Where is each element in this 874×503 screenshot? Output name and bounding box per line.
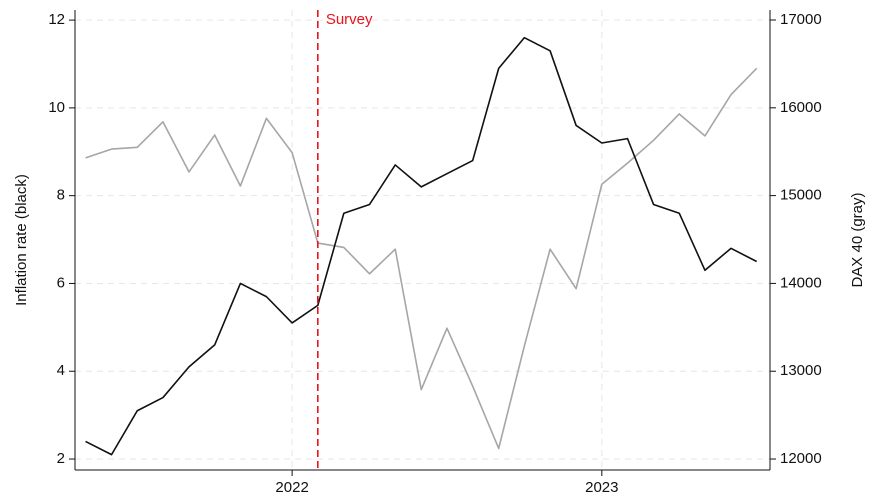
y2-tick-label: 12000 — [780, 450, 822, 467]
y2-tick-label: 15000 — [780, 187, 822, 204]
y2-tick-label: 16000 — [780, 99, 822, 116]
line-series — [85, 36, 758, 456]
y2-axis-label: DAX 40 (gray) — [849, 192, 866, 287]
y-tick-label: 4 — [57, 362, 65, 379]
y-tick-label: 10 — [48, 99, 65, 116]
y2-tick-label: 13000 — [780, 362, 822, 379]
y2-tick-label: 17000 — [780, 11, 822, 28]
y2-tick-label: 14000 — [780, 274, 822, 291]
y-tick-label: 12 — [48, 11, 65, 28]
x-tick-label: 2023 — [585, 479, 618, 496]
y-tick-label: 2 — [57, 450, 65, 467]
x-tick-label: 2022 — [275, 479, 308, 496]
annotation-label: Survey — [326, 11, 373, 28]
y-tick-label: 8 — [57, 187, 65, 204]
y-tick-label: 6 — [57, 274, 65, 291]
line-series — [85, 67, 758, 450]
y-axis-label: Inflation rate (black) — [13, 174, 30, 306]
